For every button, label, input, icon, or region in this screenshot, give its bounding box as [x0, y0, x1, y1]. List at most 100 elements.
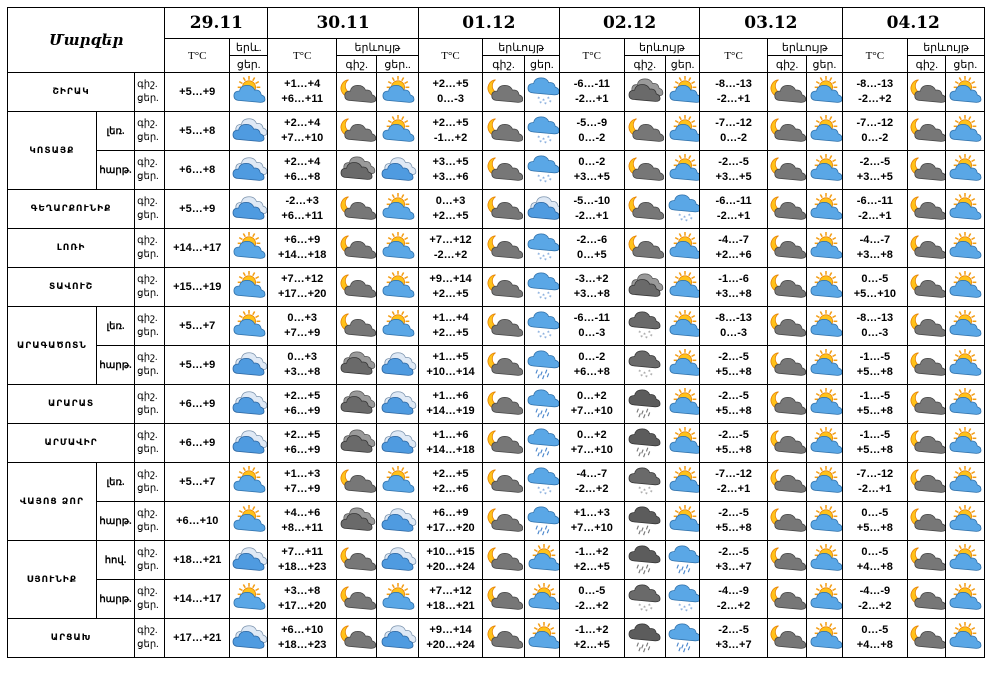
temperature-header: T°C — [699, 38, 768, 73]
svg-text:*: * — [539, 140, 542, 146]
temperature-cell: +1…+3 +7…+10 — [559, 501, 625, 541]
region-name: ԼՈՌԻ — [6, 228, 136, 268]
svg-text:*: * — [539, 491, 542, 497]
night-temp: +9…+14 — [429, 624, 472, 636]
snow-cloud-icon: * * * * * * — [664, 189, 701, 229]
day-temp: +17…+20 — [278, 288, 327, 300]
svg-text:*: * — [648, 330, 651, 336]
day-temp: +5…+8 — [715, 444, 752, 456]
moon-cloud-icon — [335, 228, 378, 268]
temperature-cell: 0…+3 +3…+8 — [267, 345, 337, 385]
night-temp: -1…-5 — [859, 390, 891, 402]
day-label: ցեր. — [137, 366, 159, 377]
night-temp: 0…+2 — [576, 429, 607, 441]
sun-cloud-icon — [806, 267, 843, 307]
blue-cloud-icon — [376, 384, 419, 424]
moon-cloud-icon — [907, 306, 947, 346]
night-day-labels: գիշ. ցեր. — [134, 111, 166, 151]
temperature-cell: -5…-9 0…-2 — [559, 111, 625, 151]
rain-cloud-icon — [523, 423, 561, 463]
night-temp: -1…+2 — [575, 624, 609, 636]
night-temp: +2…+4 — [284, 117, 321, 129]
blue-cloud-icon — [229, 540, 269, 580]
sun-cloud-icon — [664, 384, 701, 424]
day-temp: +3…+8 — [573, 288, 610, 300]
sun-cloud-icon — [945, 384, 985, 424]
sun-cloud-icon — [229, 579, 269, 619]
blue-cloud-icon — [229, 345, 269, 385]
svg-text:*: * — [645, 609, 648, 615]
night-label: գիշ. — [137, 274, 158, 285]
svg-text:*: * — [542, 176, 545, 182]
day-temp: +20…+24 — [426, 561, 475, 573]
svg-text:*: * — [649, 607, 652, 613]
region-name: ԳԵՂԱՐՔՈՒՆԻՔ — [6, 189, 136, 229]
moon-cloud-icon — [907, 267, 947, 307]
sun-cloud-icon — [945, 111, 985, 151]
day-temp: +6…+8 — [573, 366, 610, 378]
sun-cloud-icon — [376, 579, 419, 619]
table-row: հարթ. գիշ. ցեր. +6…+10 +4…+6 +8…+11 +6…+9 +17…+… — [8, 501, 985, 541]
night-day-labels: գիշ. ցեր. — [134, 501, 166, 541]
sun-cloud-icon — [945, 618, 985, 658]
moon-cloud-icon — [482, 111, 525, 151]
svg-text:*: * — [680, 608, 683, 614]
day-label: ցեր. — [137, 132, 159, 143]
table-row: հարթ. գիշ. ցեր. +5…+9 0…+3 +3…+8 +1…+5 +10…+14 0… — [8, 345, 985, 385]
day-temp: 0…-3 — [861, 327, 889, 339]
temperature-cell: -2…-5 +5…+8 — [699, 384, 768, 424]
moon-cloud-icon — [907, 72, 947, 112]
temperature-cell: +2…+4 +7…+10 — [267, 111, 337, 151]
svg-text:*: * — [643, 332, 646, 338]
day-temp: +5…+10 — [853, 288, 896, 300]
moon-cloud-icon — [335, 306, 378, 346]
blue-cloud-icon — [376, 540, 419, 580]
sun-cloud-icon — [806, 540, 843, 580]
region-name: ԱՐՄԱՎԻՐ — [6, 423, 136, 463]
day-temp: 0…-3 — [437, 93, 464, 105]
night-temp: +4…+6 — [284, 507, 321, 519]
temperature-cell: +14…+17 — [164, 228, 231, 268]
day-temp: +5…+9 — [179, 85, 216, 98]
sun-cloud-icon — [945, 189, 985, 229]
svg-text:*: * — [542, 332, 545, 338]
blue-cloud-icon — [376, 618, 419, 658]
day-subheader: ցեր. — [806, 55, 843, 73]
sun-cloud-icon — [945, 72, 985, 112]
dark-cloud-icon — [623, 72, 666, 112]
date-header-5: 03.12 — [699, 7, 843, 39]
night-day-labels: գիշ. ցեր. — [134, 306, 166, 346]
night-temp: -1…+2 — [575, 546, 609, 558]
moon-cloud-icon — [482, 618, 525, 658]
moon-cloud-icon — [623, 150, 666, 190]
sun-cloud-icon — [806, 462, 843, 502]
temperature-cell: -2…-5 +5…+8 — [699, 345, 768, 385]
region-name: ԱՐԱՐԱՏ — [6, 384, 136, 424]
temperature-cell: +17…+21 — [164, 618, 231, 658]
day-label: ցեր. — [137, 483, 159, 494]
temperature-cell: 0…-5 -2…+2 — [559, 579, 625, 619]
sun-cloud-icon — [664, 423, 701, 463]
svg-text:*: * — [544, 102, 547, 108]
svg-text:*: * — [544, 297, 547, 303]
dark-cloud-icon — [335, 150, 378, 190]
night-temp: -2…-5 — [718, 429, 749, 441]
forecast-table-wrapper: Մարզեր 29.11 30.11 01.12 02.12 03.12 04.… — [6, 7, 986, 676]
blue-cloud-icon — [229, 618, 269, 658]
night-day-labels: գիշ. ցեր. — [134, 423, 166, 463]
sun-cloud-icon — [229, 72, 269, 112]
moon-cloud-icon — [335, 267, 378, 307]
moon-cloud-icon — [482, 579, 525, 619]
day-temp: +6…+8 — [284, 171, 321, 183]
subregion-name: հարթ. — [95, 579, 136, 619]
sun-cloud-icon — [376, 189, 419, 229]
night-temp: +2…+5 — [284, 390, 321, 402]
temperature-cell: +2…+4 +6…+8 — [267, 150, 337, 190]
region-name: ՏԱՎՈՒՇ — [6, 267, 136, 307]
svg-text:*: * — [678, 213, 681, 219]
night-temp: 0…-5 — [861, 624, 889, 636]
day-temp: 0…+5 — [576, 249, 607, 261]
temperature-cell: 0…+2 +7…+10 — [559, 384, 625, 424]
rain-cloud-icon — [664, 618, 701, 658]
day-label: ցեր. — [137, 561, 159, 572]
